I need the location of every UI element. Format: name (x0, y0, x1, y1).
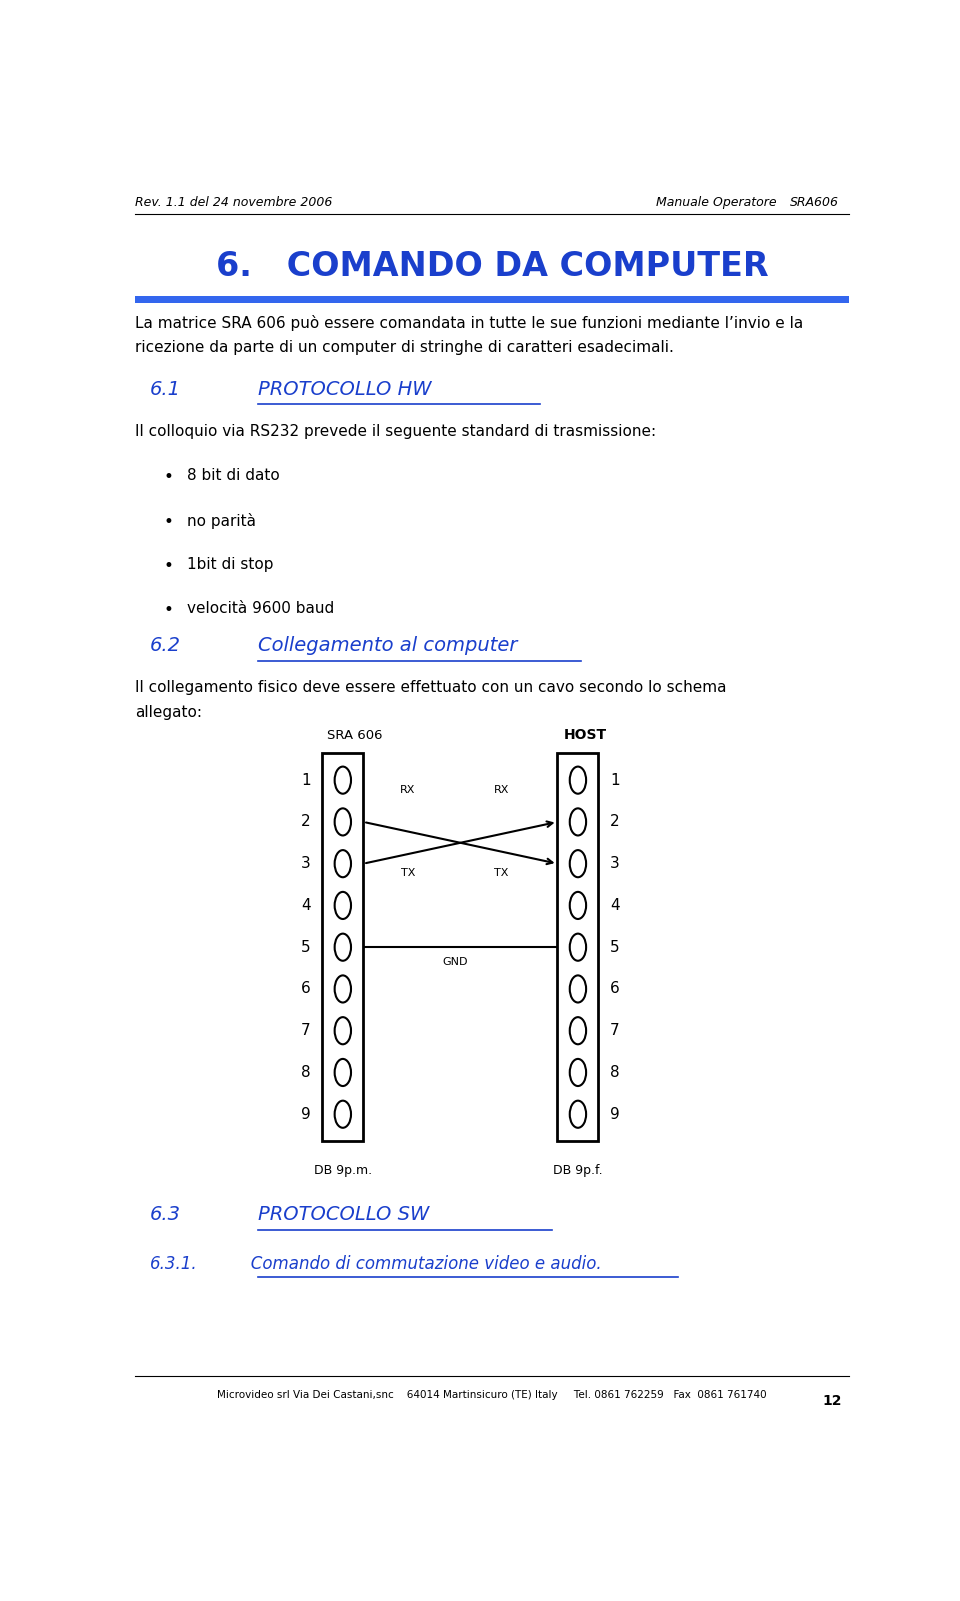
Text: HOST: HOST (564, 728, 607, 741)
Text: velocità 9600 baud: velocità 9600 baud (187, 602, 334, 616)
Text: 6: 6 (301, 981, 311, 996)
Text: TX: TX (494, 868, 509, 879)
Text: RX: RX (494, 784, 510, 794)
Text: DB 9p.m.: DB 9p.m. (314, 1164, 372, 1177)
Circle shape (569, 1058, 587, 1085)
Text: La matrice SRA 606 può essere comandata in tutte le sue funzioni mediante l’invi: La matrice SRA 606 può essere comandata … (134, 315, 804, 331)
Circle shape (335, 975, 351, 1002)
Text: 5: 5 (610, 940, 619, 954)
Text: 6.1: 6.1 (150, 379, 180, 399)
Text: Comando di commutazione video e audio.: Comando di commutazione video e audio. (235, 1255, 602, 1273)
Text: •: • (163, 467, 174, 487)
Text: Microvideo srl Via Dei Castani,snc    64014 Martinsicuro (TE) Italy     Tel. 086: Microvideo srl Via Dei Castani,snc 64014… (217, 1390, 767, 1401)
Circle shape (569, 809, 587, 836)
Text: 7: 7 (610, 1023, 619, 1037)
Circle shape (335, 933, 351, 961)
Circle shape (335, 850, 351, 877)
Bar (558, 752, 598, 1142)
Text: Collegamento al computer: Collegamento al computer (257, 636, 517, 655)
Text: RX: RX (400, 784, 416, 794)
Text: 1bit di stop: 1bit di stop (187, 557, 274, 572)
Text: 8: 8 (301, 1065, 311, 1081)
Text: 6: 6 (610, 981, 619, 996)
Circle shape (335, 892, 351, 919)
Circle shape (569, 975, 587, 1002)
Text: 1: 1 (301, 773, 311, 788)
Text: 8: 8 (610, 1065, 619, 1081)
Text: PROTOCOLLO HW: PROTOCOLLO HW (257, 379, 431, 399)
Text: GND: GND (442, 957, 468, 967)
Text: 8 bit di dato: 8 bit di dato (187, 467, 279, 484)
Circle shape (569, 892, 587, 919)
Text: allegato:: allegato: (134, 704, 202, 720)
Text: •: • (163, 557, 174, 575)
Text: 4: 4 (610, 898, 619, 913)
Text: no parità: no parità (187, 512, 256, 528)
Text: 2: 2 (301, 815, 311, 829)
Bar (134, 296, 849, 303)
Circle shape (335, 767, 351, 794)
Text: DB 9p.f.: DB 9p.f. (553, 1164, 603, 1177)
Text: SRA606: SRA606 (789, 197, 839, 210)
Circle shape (335, 1100, 351, 1127)
Text: •: • (163, 512, 174, 530)
Text: 9: 9 (301, 1106, 311, 1122)
Circle shape (569, 850, 587, 877)
Text: •: • (163, 602, 174, 620)
Text: Il collegamento fisico deve essere effettuato con un cavo secondo lo schema: Il collegamento fisico deve essere effet… (134, 680, 727, 695)
Text: 6.3: 6.3 (150, 1206, 180, 1225)
Text: 4: 4 (301, 898, 311, 913)
Text: Rev. 1.1 del 24 novembre 2006: Rev. 1.1 del 24 novembre 2006 (134, 197, 332, 210)
Circle shape (569, 1017, 587, 1044)
Text: 5: 5 (301, 940, 311, 954)
Text: 12: 12 (822, 1394, 842, 1407)
Circle shape (569, 933, 587, 961)
Bar (323, 752, 363, 1142)
Text: 3: 3 (610, 857, 619, 871)
Text: 7: 7 (301, 1023, 311, 1037)
Circle shape (569, 767, 587, 794)
Text: 1: 1 (610, 773, 619, 788)
Text: ricezione da parte di un computer di stringhe di caratteri esadecimali.: ricezione da parte di un computer di str… (134, 339, 674, 355)
Text: Il colloquio via RS232 prevede il seguente standard di trasmissione:: Il colloquio via RS232 prevede il seguen… (134, 424, 656, 439)
Text: SRA 606: SRA 606 (326, 728, 382, 741)
Text: TX: TX (400, 868, 415, 879)
Text: 6.2: 6.2 (150, 636, 180, 655)
Text: 9: 9 (610, 1106, 619, 1122)
Text: Manuale Operatore: Manuale Operatore (656, 197, 777, 210)
Text: 3: 3 (301, 857, 311, 871)
Text: PROTOCOLLO SW: PROTOCOLLO SW (257, 1206, 429, 1225)
Circle shape (335, 809, 351, 836)
Text: 2: 2 (610, 815, 619, 829)
Circle shape (335, 1017, 351, 1044)
Text: 6.   COMANDO DA COMPUTER: 6. COMANDO DA COMPUTER (216, 250, 768, 283)
Circle shape (569, 1100, 587, 1127)
Circle shape (335, 1058, 351, 1085)
Text: 6.3.1.: 6.3.1. (150, 1255, 198, 1273)
